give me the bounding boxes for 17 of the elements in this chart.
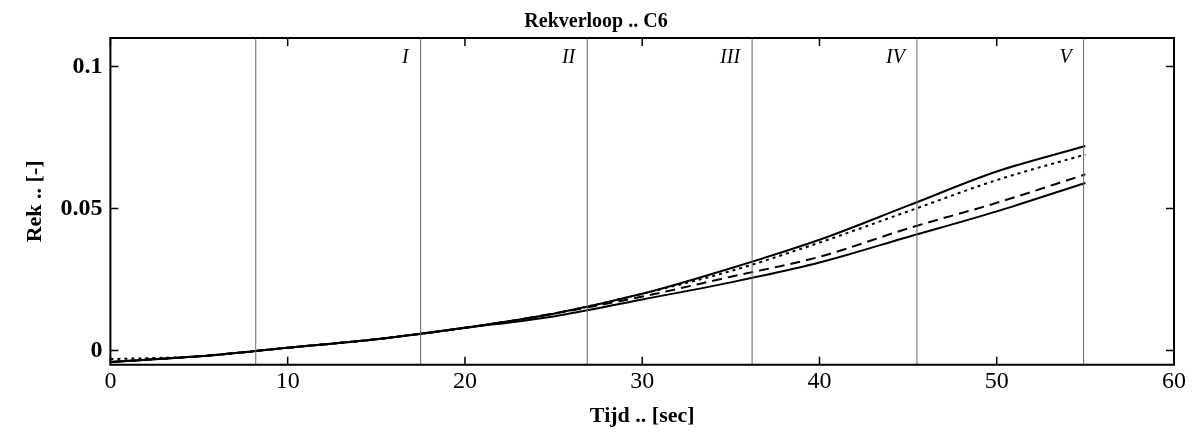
x-axis-title: Tijd .. [sec] (589, 402, 695, 428)
x-tick-label: 40 (807, 367, 832, 394)
x-tick-label: 20 (452, 367, 477, 394)
y-axis-title: Rek .. [-] (20, 160, 46, 243)
y-tick-label: 0.05 (60, 193, 103, 220)
x-tick-label: 10 (275, 367, 300, 394)
ref-line-label: V (1059, 45, 1075, 68)
x-tick-label: 30 (630, 367, 655, 394)
ref-line-label: I (400, 45, 410, 68)
x-tick-label: 50 (984, 367, 1009, 394)
ref-line-label: III (719, 45, 742, 68)
y-tick-label: 0 (90, 335, 103, 362)
y-tick-label: 0.1 (72, 51, 103, 78)
chart-title: Rekverloop .. C6 (524, 9, 668, 33)
x-tick-label: 60 (1162, 367, 1186, 394)
ref-line-label: IV (885, 45, 908, 68)
ref-line-label: II (560, 45, 577, 68)
